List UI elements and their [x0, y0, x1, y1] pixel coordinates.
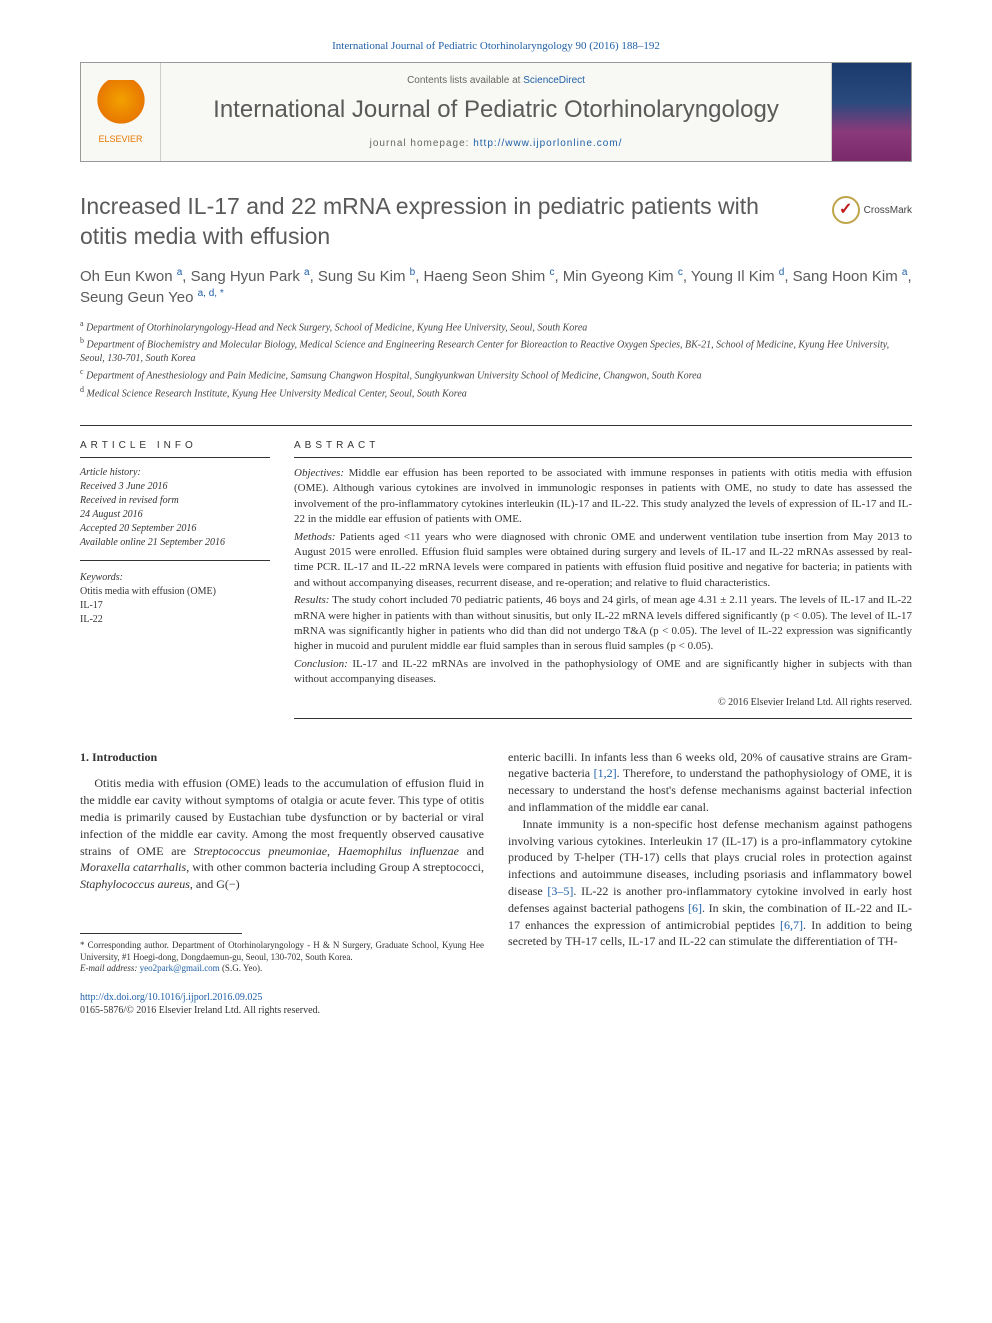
publisher-label: ELSEVIER: [98, 134, 142, 144]
affiliations: a Department of Otorhinolaryngology-Head…: [80, 318, 912, 401]
email-suffix: (S.G. Yeo).: [222, 963, 262, 973]
history-line: Received in revised form: [80, 494, 270, 508]
history-line: Available online 21 September 2016: [80, 536, 270, 550]
abstract-body: Objectives: Middle ear effusion has been…: [294, 466, 912, 709]
abs-results: The study cohort included 70 pediatric p…: [294, 594, 912, 652]
keywords-label: Keywords:: [80, 571, 270, 585]
history-line: Received 3 June 2016: [80, 480, 270, 494]
journal-title: International Journal of Pediatric Otorh…: [169, 96, 823, 124]
abs-results-label: Results:: [294, 594, 329, 606]
keyword-item: Otitis media with effusion (OME): [80, 585, 270, 599]
body-col-right: enteric bacilli. In infants less than 6 …: [508, 749, 912, 975]
crossmark-label: CrossMark: [864, 204, 912, 217]
history-line: 24 August 2016: [80, 508, 270, 522]
article-info-heading: ARTICLE INFO: [80, 440, 270, 458]
homepage-link[interactable]: http://www.ijporlonline.com/: [473, 138, 622, 149]
issn-copyright: 0165-5876/© 2016 Elsevier Ireland Ltd. A…: [80, 1005, 320, 1016]
doi-link[interactable]: http://dx.doi.org/10.1016/j.ijporl.2016.…: [80, 992, 262, 1003]
journal-cover-thumbnail: [831, 63, 911, 161]
body-columns: 1. Introduction Otitis media with effusi…: [80, 749, 912, 975]
article-history: Article history: Received 3 June 2016Rec…: [80, 466, 270, 561]
homepage-prefix: journal homepage:: [370, 138, 474, 149]
sciencedirect-link[interactable]: ScienceDirect: [523, 75, 585, 86]
abstract-copyright: © 2016 Elsevier Ireland Ltd. All rights …: [294, 696, 912, 710]
info-abstract-row: ARTICLE INFO Article history: Received 3…: [80, 425, 912, 718]
intro-para-1: Otitis media with effusion (OME) leads t…: [80, 775, 484, 893]
abs-conclusion-label: Conclusion:: [294, 658, 348, 670]
contents-prefix: Contents lists available at: [407, 75, 523, 86]
keywords: Keywords: Otitis media with effusion (OM…: [80, 571, 270, 627]
doi-block: http://dx.doi.org/10.1016/j.ijporl.2016.…: [80, 991, 912, 1017]
elsevier-tree-icon: [96, 80, 146, 130]
contents-available-line: Contents lists available at ScienceDirec…: [169, 75, 823, 86]
footnote-rule: [80, 933, 242, 934]
header-center: Contents lists available at ScienceDirec…: [161, 63, 831, 161]
email-label: E-mail address:: [80, 963, 137, 973]
article-title: Increased IL-17 and 22 mRNA expression i…: [80, 192, 912, 252]
crossmark-icon: ✓: [832, 196, 860, 224]
corresponding-author-footnote: * Corresponding author. Department of Ot…: [80, 940, 484, 975]
corr-label: * Corresponding author.: [80, 940, 169, 950]
history-label: Article history:: [80, 466, 270, 480]
homepage-line: journal homepage: http://www.ijporlonlin…: [169, 138, 823, 149]
intro-para-col2-1: enteric bacilli. In infants less than 6 …: [508, 749, 912, 816]
abstract-column: ABSTRACT Objectives: Middle ear effusion…: [294, 440, 912, 718]
keyword-item: IL-17: [80, 599, 270, 613]
abs-objectives-label: Objectives:: [294, 467, 344, 479]
history-line: Accepted 20 September 2016: [80, 522, 270, 536]
keyword-item: IL-22: [80, 613, 270, 627]
publisher-logo: ELSEVIER: [81, 63, 161, 161]
abs-methods: Patients aged <11 years who were diagnos…: [294, 531, 912, 589]
authors-list: Oh Eun Kwon a, Sang Hyun Park a, Sung Su…: [80, 266, 912, 308]
abs-objectives: Middle ear effusion has been reported to…: [294, 467, 912, 525]
journal-reference: International Journal of Pediatric Otorh…: [80, 40, 912, 52]
body-col-left: 1. Introduction Otitis media with effusi…: [80, 749, 484, 975]
article-title-text: Increased IL-17 and 22 mRNA expression i…: [80, 193, 759, 249]
intro-para-col2-2: Innate immunity is a non-specific host d…: [508, 816, 912, 950]
crossmark-badge[interactable]: ✓ CrossMark: [832, 196, 912, 224]
abs-methods-label: Methods:: [294, 531, 336, 543]
journal-header: ELSEVIER Contents lists available at Sci…: [80, 62, 912, 162]
article-info-column: ARTICLE INFO Article history: Received 3…: [80, 440, 270, 718]
abstract-heading: ABSTRACT: [294, 440, 912, 458]
corr-email-link[interactable]: yeo2park@gmail.com: [140, 963, 220, 973]
section-1-heading: 1. Introduction: [80, 749, 484, 766]
abs-conclusion: IL-17 and IL-22 mRNAs are involved in th…: [294, 658, 912, 685]
abstract-rule: [294, 718, 912, 719]
